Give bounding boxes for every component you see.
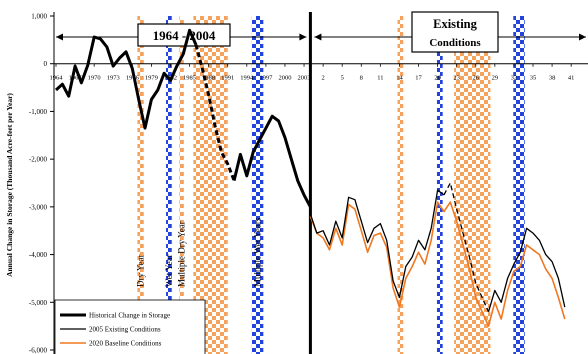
y-tick-label: -1,000 [29, 108, 48, 116]
x-tick-label: 1991 [221, 75, 234, 82]
x-tick-label: 1985 [183, 75, 196, 82]
arrow-head-left [314, 33, 322, 41]
legend-label: 2005 Existing Conditions [89, 326, 161, 334]
x-tick-label: 29 [492, 75, 499, 82]
x-tick-label: 1967 [69, 75, 83, 82]
dry-year-band [179, 16, 184, 354]
y-axis-label: Annual Change in Storage (Thousand Acre-… [5, 93, 14, 277]
wet-year-band [513, 16, 525, 354]
x-tick-label: 5 [341, 75, 344, 82]
dry-year-band [397, 16, 404, 354]
x-tick-label: 1973 [107, 75, 120, 82]
band-label: Wet Year [164, 254, 174, 287]
shaded-bands: Dry Year Wet Year Multiple Dry Year Multipl… [136, 16, 525, 354]
y-tick-label: -2,000 [29, 156, 48, 164]
y-tick-label: -3,000 [29, 203, 48, 211]
y-tick-label: 0 [44, 60, 48, 68]
x-tick-label: 8 [360, 75, 363, 82]
x-tick-label: 1997 [259, 75, 273, 82]
period-label-historical: 1964 - 2004 [153, 28, 216, 43]
y-tick-label: -4,000 [29, 251, 48, 259]
y-axis: 1,000 0 -1,000 -2,000 -3,000 -4,000 -5,000 -6,0… [29, 12, 55, 354]
dry-year-band [193, 16, 228, 354]
x-tick-label: 2000 [278, 75, 291, 82]
x-tick-label: 1964 [50, 75, 64, 82]
x-tick-label: 23 [453, 75, 460, 82]
period-label-existing: Conditions [429, 37, 481, 49]
x-tick-label: 26 [473, 75, 480, 82]
arrow-head-right [579, 33, 586, 41]
series-line [487, 227, 566, 312]
period-box-existing [411, 11, 499, 53]
x-tick-label: 1979 [145, 75, 158, 82]
band-label: Multiple Dry Year [177, 221, 187, 287]
wet-year-band [166, 16, 172, 354]
arrow-head-left [56, 33, 63, 41]
band-label: Dry Year [136, 254, 146, 287]
y-tick-label: -6,000 [29, 347, 48, 354]
series-line [194, 44, 236, 182]
x-tick-label: 1976 [126, 75, 140, 82]
x-tick-label: 17 [415, 75, 422, 82]
band-label: Multiple Wet Years [253, 217, 263, 287]
wet-year-band [251, 16, 264, 354]
x-tick-label: 35 [530, 75, 537, 82]
series-lines [54, 28, 566, 327]
period-label-existing: Existing [433, 17, 478, 31]
dry-year-band [137, 16, 144, 354]
x-tick-label: 11 [377, 75, 383, 82]
wet-year-band [436, 16, 443, 354]
series-line [309, 189, 445, 299]
x-tick-label: 2003 [298, 75, 311, 82]
period-markers: 1964 - 2004 Existing Conditions [56, 11, 586, 354]
y-tick-label: -5,000 [29, 299, 48, 307]
series-line [309, 201, 566, 327]
dry-year-band [454, 16, 491, 354]
x-tick-label: 2 [321, 75, 324, 82]
x-tick-label: 1988 [202, 75, 215, 82]
y-tick-label: 1,000 [31, 13, 47, 21]
x-tick-label: 1970 [88, 75, 101, 82]
x-tick-label: 38 [549, 75, 556, 82]
series-line [443, 182, 490, 313]
x-tick-label: 32 [511, 75, 518, 82]
arrow-head-right [299, 33, 307, 41]
series-line [54, 28, 198, 130]
x-tick-label: 14 [396, 75, 403, 82]
legend-label: Historical Change in Storage [89, 312, 170, 320]
legend: Historical Change in Storage 2005 Existin… [54, 299, 206, 354]
legend-label: 2020 Baseline Conditions [89, 340, 162, 348]
x-tick-label: 20 [434, 75, 441, 82]
x-tick-label: 1994 [240, 75, 254, 82]
x-tick-label: 41 [568, 75, 575, 82]
legend-box [54, 299, 206, 354]
series-line [232, 114, 312, 208]
